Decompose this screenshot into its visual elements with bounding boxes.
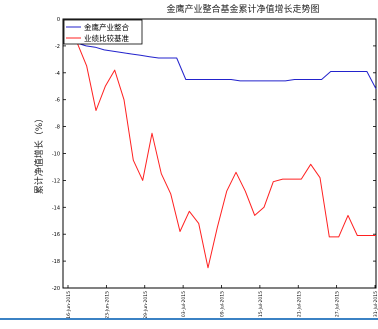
y-tick-label: -20 <box>52 286 60 292</box>
y-tick-label: -4 <box>55 71 60 77</box>
axis-ticks: 0 -2 -4 -6 -8 -10 -12 -14 -16 -18 -20 16-Jun-2015 23… <box>52 17 378 319</box>
legend-label-2: 业绩比较基准 <box>84 33 129 43</box>
x-tick-label: 21-Jul-2015 <box>296 291 302 317</box>
x-tick-label: 23-Jun-2015 <box>104 291 110 319</box>
y-tick-label: -12 <box>52 178 60 184</box>
x-tick-label: 16-Jun-2015 <box>66 291 72 319</box>
y-tick-label: -14 <box>52 205 60 211</box>
y-tick-label: -18 <box>52 259 60 265</box>
y-tick-label: -2 <box>55 44 60 50</box>
x-tick-label: 27-Jul-2015 <box>335 291 341 317</box>
y-tick-label: -16 <box>52 232 60 238</box>
legend: 金鹰产业整合 业绩比较基准 <box>63 19 143 45</box>
legend-box <box>63 19 143 45</box>
chart-title: 金鹰产业整合基金累计净值增长走势图 <box>166 3 319 15</box>
plot-frame <box>62 18 377 289</box>
series-line-1 <box>67 38 377 90</box>
legend-label-1: 金鹰产业整合 <box>84 22 129 32</box>
series-lines <box>67 38 377 269</box>
y-tick-label: -8 <box>55 125 60 131</box>
y-tick-label: -10 <box>52 152 60 158</box>
x-tick-label: 15-Jul-2015 <box>258 291 264 317</box>
x-tick-label: 09-Jul-2015 <box>220 291 226 317</box>
y-tick-label: 0 <box>57 17 60 23</box>
y-axis-label: 累计净值增长（%） <box>33 114 45 195</box>
y-tick-label: -6 <box>55 98 60 104</box>
x-tick-label: 29-Jun-2015 <box>143 291 149 319</box>
series-line-2 <box>67 38 376 269</box>
bottom-divider <box>0 318 378 320</box>
x-tick-label: 31-Jul-2015 <box>373 291 378 317</box>
x-tick-label: 03-Jul-2015 <box>181 291 187 317</box>
